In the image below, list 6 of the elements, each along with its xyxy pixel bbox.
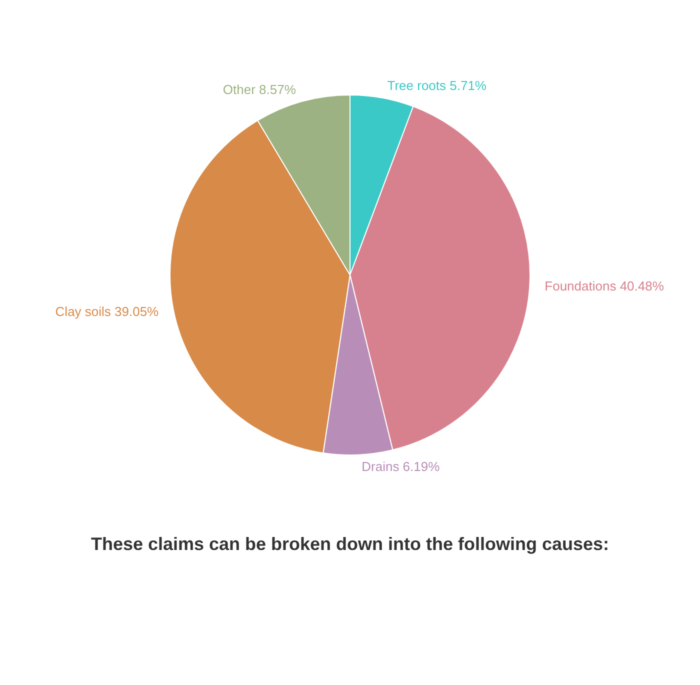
slice-label: Other 8.57% [222, 82, 296, 97]
slice-label: Foundations 40.48% [544, 278, 664, 294]
slice-label: Drains 6.19% [362, 458, 440, 474]
text: These claims can be broken down into the following causes: [90, 534, 610, 554]
slice-label: Clay soils 39.05% [55, 304, 160, 320]
slice-label: Tree roots 5.71% [387, 78, 487, 94]
